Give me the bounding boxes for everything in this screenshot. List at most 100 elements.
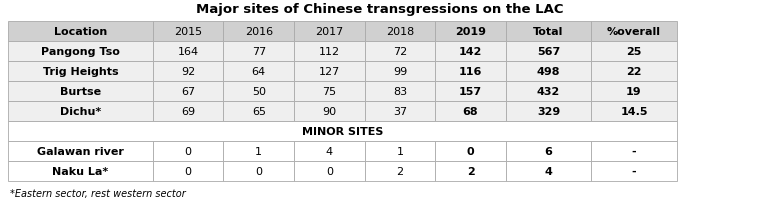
Text: 64: 64 bbox=[252, 67, 266, 77]
Bar bbox=[153, 62, 223, 82]
Bar bbox=[591, 42, 677, 62]
Bar bbox=[364, 141, 435, 161]
Bar bbox=[153, 22, 223, 42]
Bar bbox=[505, 62, 591, 82]
Bar bbox=[505, 141, 591, 161]
Bar bbox=[8, 22, 153, 42]
Bar bbox=[505, 161, 591, 181]
Text: 92: 92 bbox=[181, 67, 195, 77]
Text: 112: 112 bbox=[319, 47, 340, 57]
Bar bbox=[435, 161, 505, 181]
Text: Major sites of Chinese transgressions on the LAC: Major sites of Chinese transgressions on… bbox=[196, 2, 563, 16]
Bar bbox=[294, 141, 364, 161]
Text: 0: 0 bbox=[184, 166, 192, 176]
Text: Naku La*: Naku La* bbox=[52, 166, 109, 176]
Text: 116: 116 bbox=[459, 67, 482, 77]
Bar bbox=[435, 62, 505, 82]
Bar bbox=[435, 22, 505, 42]
Bar bbox=[591, 102, 677, 121]
Text: 0: 0 bbox=[467, 146, 474, 156]
Bar bbox=[364, 42, 435, 62]
Text: 432: 432 bbox=[537, 86, 560, 96]
Text: 164: 164 bbox=[178, 47, 199, 57]
Bar bbox=[591, 22, 677, 42]
Bar bbox=[153, 82, 223, 102]
Bar bbox=[223, 141, 294, 161]
Text: 1: 1 bbox=[255, 146, 263, 156]
Bar bbox=[294, 82, 364, 102]
Text: 67: 67 bbox=[181, 86, 195, 96]
Text: 19: 19 bbox=[626, 86, 642, 96]
Text: 99: 99 bbox=[393, 67, 407, 77]
Text: Dichu*: Dichu* bbox=[60, 106, 101, 116]
Bar bbox=[435, 102, 505, 121]
Text: 4: 4 bbox=[326, 146, 333, 156]
Bar bbox=[8, 121, 677, 141]
Text: 2017: 2017 bbox=[315, 27, 344, 37]
Text: -: - bbox=[631, 146, 636, 156]
Bar bbox=[591, 82, 677, 102]
Bar bbox=[153, 161, 223, 181]
Bar bbox=[435, 141, 505, 161]
Text: 1: 1 bbox=[396, 146, 404, 156]
Bar bbox=[364, 161, 435, 181]
Bar bbox=[435, 42, 505, 62]
Text: 157: 157 bbox=[459, 86, 482, 96]
Text: 0: 0 bbox=[255, 166, 263, 176]
Bar bbox=[294, 22, 364, 42]
Bar bbox=[223, 42, 294, 62]
Text: 37: 37 bbox=[393, 106, 407, 116]
Bar bbox=[364, 82, 435, 102]
Bar bbox=[591, 161, 677, 181]
Text: 77: 77 bbox=[252, 47, 266, 57]
Text: Burtse: Burtse bbox=[60, 86, 101, 96]
Bar bbox=[505, 22, 591, 42]
Text: 0: 0 bbox=[326, 166, 333, 176]
Text: 498: 498 bbox=[537, 67, 560, 77]
Bar bbox=[505, 82, 591, 102]
Text: 127: 127 bbox=[319, 67, 340, 77]
Text: Location: Location bbox=[54, 27, 107, 37]
Bar bbox=[364, 62, 435, 82]
Text: 2018: 2018 bbox=[386, 27, 414, 37]
Text: 25: 25 bbox=[626, 47, 641, 57]
Text: 2019: 2019 bbox=[455, 27, 486, 37]
Bar bbox=[223, 22, 294, 42]
Text: 68: 68 bbox=[463, 106, 478, 116]
Text: 69: 69 bbox=[181, 106, 195, 116]
Bar bbox=[505, 42, 591, 62]
Text: 65: 65 bbox=[252, 106, 266, 116]
Bar bbox=[364, 102, 435, 121]
Text: 6: 6 bbox=[545, 146, 553, 156]
Bar bbox=[8, 42, 153, 62]
Bar bbox=[505, 102, 591, 121]
Text: Trig Heights: Trig Heights bbox=[43, 67, 118, 77]
Bar bbox=[591, 141, 677, 161]
Bar bbox=[153, 141, 223, 161]
Text: 2015: 2015 bbox=[174, 27, 202, 37]
Text: -: - bbox=[631, 166, 636, 176]
Bar bbox=[8, 141, 153, 161]
Text: 329: 329 bbox=[537, 106, 560, 116]
Text: 2016: 2016 bbox=[244, 27, 272, 37]
Text: 75: 75 bbox=[323, 86, 336, 96]
Text: 72: 72 bbox=[393, 47, 407, 57]
Bar bbox=[591, 62, 677, 82]
Text: Galawan river: Galawan river bbox=[37, 146, 124, 156]
Bar bbox=[435, 82, 505, 102]
Bar bbox=[364, 22, 435, 42]
Bar bbox=[153, 102, 223, 121]
Text: 22: 22 bbox=[626, 67, 641, 77]
Bar bbox=[223, 161, 294, 181]
Text: *Eastern sector, rest western sector: *Eastern sector, rest western sector bbox=[10, 188, 186, 198]
Text: 83: 83 bbox=[393, 86, 407, 96]
Text: 4: 4 bbox=[545, 166, 553, 176]
Bar bbox=[153, 42, 223, 62]
Text: 50: 50 bbox=[252, 86, 266, 96]
Text: 14.5: 14.5 bbox=[620, 106, 647, 116]
Bar bbox=[294, 42, 364, 62]
Bar bbox=[8, 161, 153, 181]
Bar bbox=[294, 102, 364, 121]
Text: %overall: %overall bbox=[607, 27, 661, 37]
Text: 142: 142 bbox=[459, 47, 482, 57]
